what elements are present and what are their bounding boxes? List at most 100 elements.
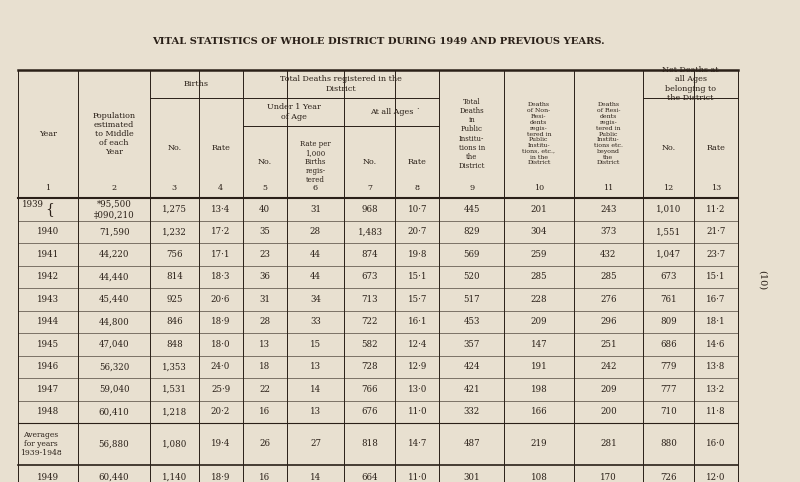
Text: 44,800: 44,800 <box>98 317 130 326</box>
Text: 18·3: 18·3 <box>211 272 230 281</box>
Text: 198: 198 <box>530 385 547 394</box>
Text: Total
Deaths
in
Public
Institu-
tions in
the
District: Total Deaths in Public Institu- tions in… <box>458 98 485 170</box>
Text: 33: 33 <box>310 317 321 326</box>
Text: 209: 209 <box>600 385 617 394</box>
Text: 16: 16 <box>259 407 270 416</box>
Text: 520: 520 <box>463 272 480 281</box>
Text: 200: 200 <box>600 407 617 416</box>
Text: 1,232: 1,232 <box>162 227 186 236</box>
Text: 846: 846 <box>166 317 182 326</box>
Text: 664: 664 <box>362 472 378 482</box>
Text: 9: 9 <box>469 184 474 192</box>
Text: 3: 3 <box>172 184 177 192</box>
Text: 424: 424 <box>463 362 480 371</box>
Text: 209: 209 <box>530 317 547 326</box>
Text: 10: 10 <box>534 184 544 192</box>
Text: 1944: 1944 <box>37 317 59 326</box>
Text: 13: 13 <box>259 340 270 349</box>
Text: 17·2: 17·2 <box>211 227 230 236</box>
Text: 14·6: 14·6 <box>706 340 726 349</box>
Text: 710: 710 <box>660 407 677 416</box>
Text: 170: 170 <box>600 472 617 482</box>
Text: 21·7: 21·7 <box>706 227 726 236</box>
Text: 56,320: 56,320 <box>99 362 130 371</box>
Text: 243: 243 <box>600 205 617 214</box>
Text: 44,220: 44,220 <box>99 250 130 259</box>
Text: 251: 251 <box>600 340 617 349</box>
Text: 818: 818 <box>362 440 378 448</box>
Text: 44,440: 44,440 <box>99 272 130 281</box>
Text: 1946: 1946 <box>37 362 59 371</box>
Text: 453: 453 <box>463 317 480 326</box>
Text: 1947: 1947 <box>37 385 59 394</box>
Text: (10): (10) <box>758 270 766 290</box>
Text: Under 1 Year
of Age: Under 1 Year of Age <box>266 104 321 120</box>
Text: No.: No. <box>167 144 182 152</box>
Text: 332: 332 <box>464 407 480 416</box>
Text: 722: 722 <box>362 317 378 326</box>
Text: 1,483: 1,483 <box>358 227 382 236</box>
Text: 301: 301 <box>463 472 480 482</box>
Text: Rate: Rate <box>211 144 230 152</box>
Text: 569: 569 <box>463 250 480 259</box>
Text: 15: 15 <box>310 340 321 349</box>
Text: 421: 421 <box>463 385 480 394</box>
Text: 848: 848 <box>166 340 182 349</box>
Text: Rate: Rate <box>408 158 426 166</box>
Text: 1,551: 1,551 <box>656 227 681 236</box>
Text: 6: 6 <box>313 184 318 192</box>
Text: 1,010: 1,010 <box>656 205 682 214</box>
Text: 11·0: 11·0 <box>407 407 427 416</box>
Text: 16·7: 16·7 <box>706 295 726 304</box>
Text: Net Deaths at
all Ages
belonging to
the District: Net Deaths at all Ages belonging to the … <box>662 66 718 102</box>
Text: 673: 673 <box>660 272 677 281</box>
Text: 11·8: 11·8 <box>706 407 726 416</box>
Text: 673: 673 <box>362 272 378 281</box>
Text: 20·6: 20·6 <box>211 295 230 304</box>
Text: 12·0: 12·0 <box>706 472 726 482</box>
Text: 296: 296 <box>600 317 617 326</box>
Text: Averages
for years
1939-1948: Averages for years 1939-1948 <box>20 431 62 457</box>
Text: 45,440: 45,440 <box>99 295 130 304</box>
Text: 761: 761 <box>660 295 677 304</box>
Text: 13: 13 <box>711 184 721 192</box>
Text: 16·1: 16·1 <box>408 317 427 326</box>
Text: 1,218: 1,218 <box>162 407 187 416</box>
Text: At all Ages: At all Ages <box>370 108 414 116</box>
Text: 487: 487 <box>463 440 480 448</box>
Text: 1,047: 1,047 <box>656 250 681 259</box>
Text: Total Deaths registered in the
District: Total Deaths registered in the District <box>280 75 402 93</box>
Text: 47,040: 47,040 <box>98 340 130 349</box>
Text: 777: 777 <box>660 385 677 394</box>
Text: 15·1: 15·1 <box>408 272 427 281</box>
Text: 242: 242 <box>600 362 617 371</box>
Text: 13·8: 13·8 <box>706 362 726 371</box>
Text: 2: 2 <box>111 184 117 192</box>
Text: 23: 23 <box>259 250 270 259</box>
Text: Rate: Rate <box>706 144 726 152</box>
Text: .: . <box>416 103 418 111</box>
Text: 16: 16 <box>259 472 270 482</box>
Text: *95,500: *95,500 <box>97 200 131 209</box>
Text: 8: 8 <box>415 184 420 192</box>
Text: 1945: 1945 <box>37 340 59 349</box>
Text: No.: No. <box>662 144 676 152</box>
Text: 1948: 1948 <box>37 407 59 416</box>
Text: No.: No. <box>363 158 377 166</box>
Text: 56,880: 56,880 <box>98 440 130 448</box>
Text: 1940: 1940 <box>37 227 59 236</box>
Text: 60,440: 60,440 <box>98 472 130 482</box>
Text: 874: 874 <box>362 250 378 259</box>
Text: 13·0: 13·0 <box>408 385 427 394</box>
Text: 12·4: 12·4 <box>408 340 427 349</box>
Text: 12·9: 12·9 <box>408 362 427 371</box>
Text: No.: No. <box>258 158 272 166</box>
Text: 19·8: 19·8 <box>408 250 427 259</box>
Text: Population
estimated
to Middle
of each
Year: Population estimated to Middle of each Y… <box>93 112 136 156</box>
Text: 4: 4 <box>218 184 223 192</box>
Text: 968: 968 <box>362 205 378 214</box>
Text: 28: 28 <box>310 227 321 236</box>
Text: 16·0: 16·0 <box>706 440 726 448</box>
Text: 14·7: 14·7 <box>408 440 427 448</box>
Text: 13: 13 <box>310 407 321 416</box>
